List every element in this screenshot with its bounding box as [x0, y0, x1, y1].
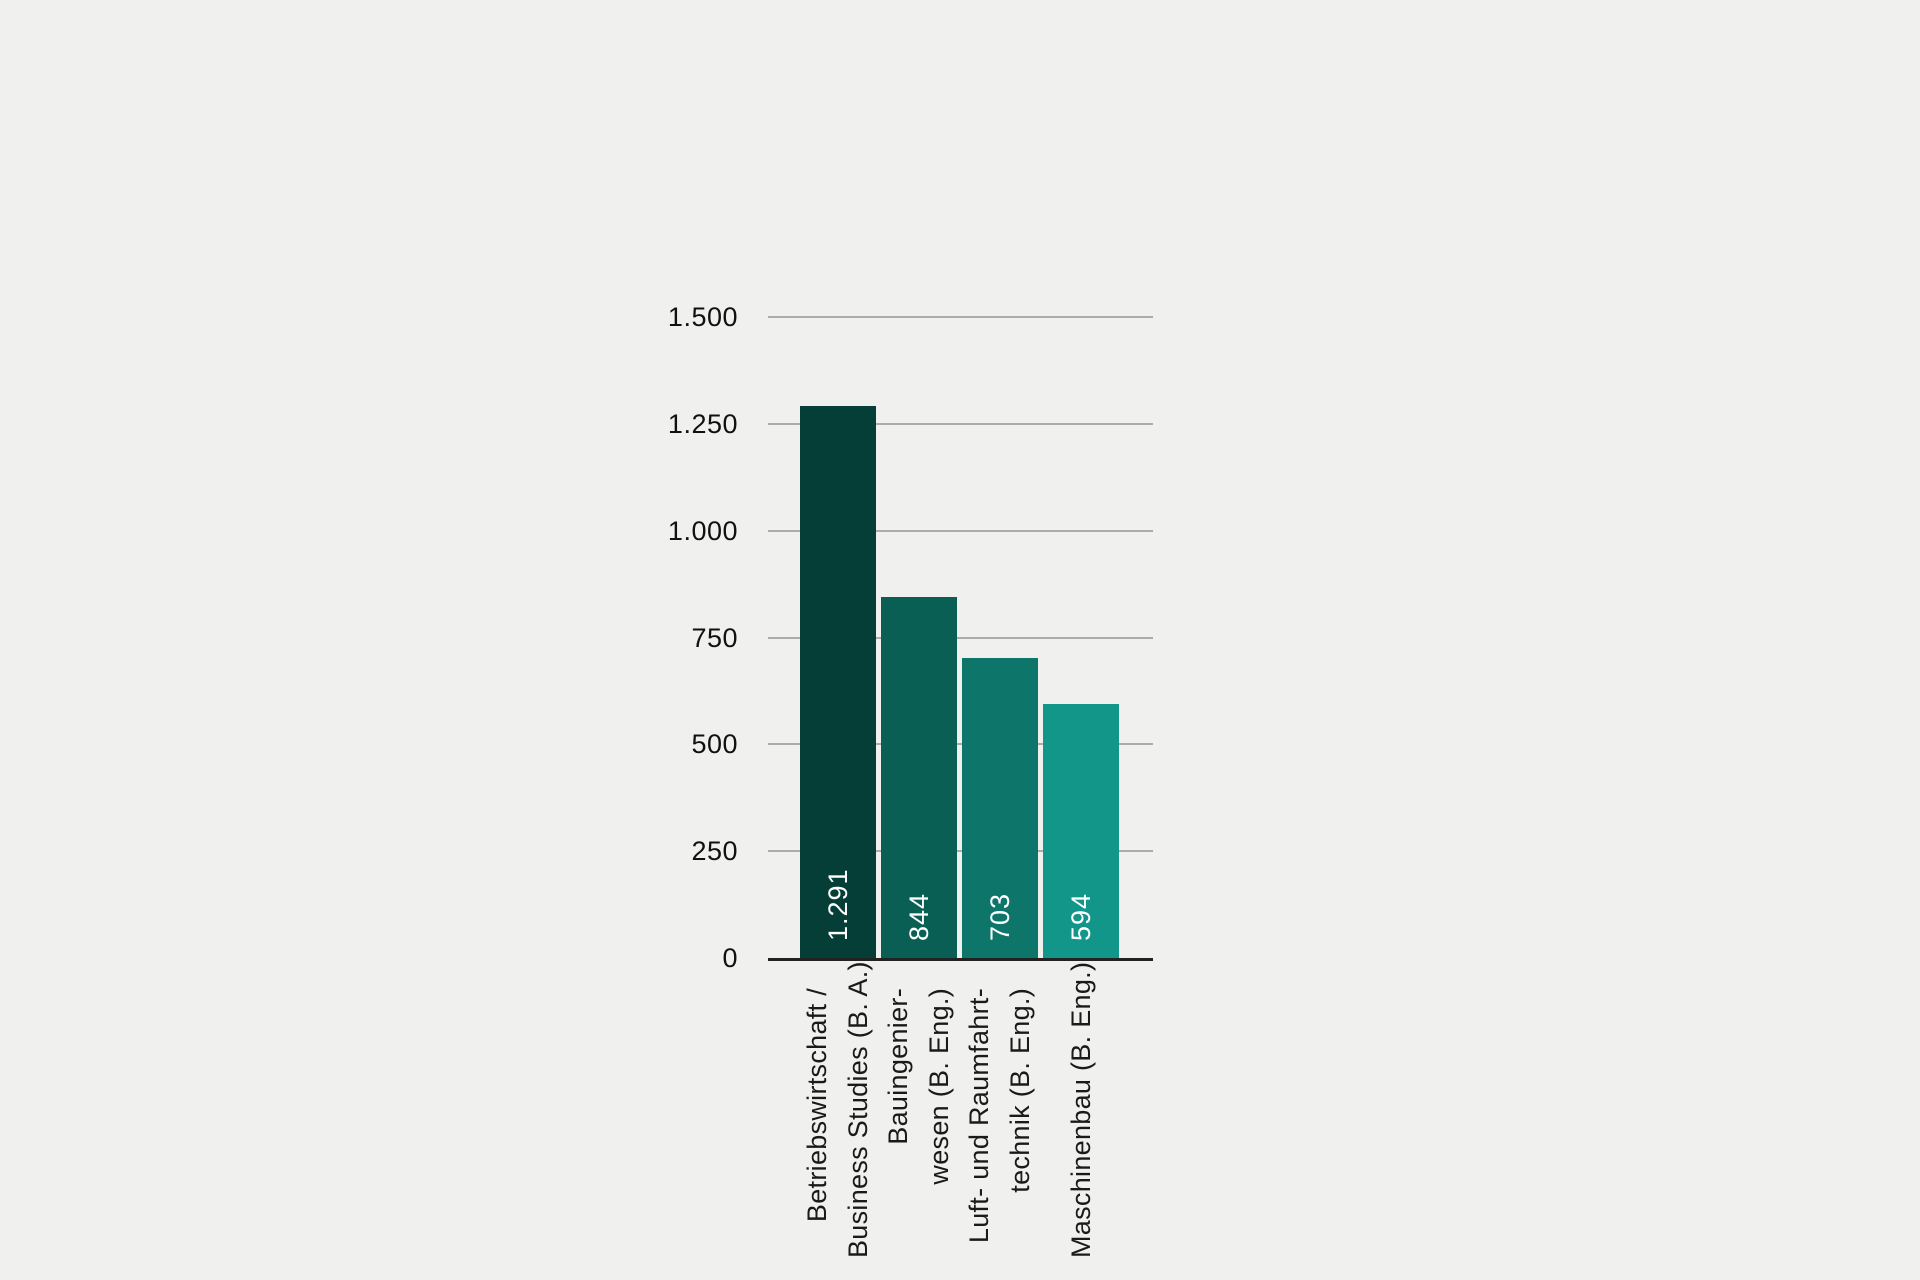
y-axis-tick-label: 250	[691, 836, 738, 867]
category-label-line: Bauingenier-	[883, 988, 913, 1145]
y-gridline	[768, 316, 1153, 319]
bar-2	[881, 597, 957, 958]
bar-1	[800, 406, 876, 958]
category-label-line: technik (B. Eng.)	[1005, 988, 1035, 1193]
category-label-line: Luft- und Raumfahrt-	[964, 988, 994, 1244]
bar-value-label: 844	[904, 892, 934, 941]
y-gridline	[768, 529, 1153, 532]
x-axis-category-label: Betriebswirtschaft / Business Studies (B.…	[797, 961, 879, 1258]
y-axis-tick-label: 750	[691, 622, 738, 653]
y-gridline	[768, 743, 1153, 746]
y-axis-tick-label: 1.000	[667, 515, 738, 546]
x-axis-category-label: Maschinenbau (B. Eng.)	[1061, 961, 1102, 1258]
bar-value-label: 703	[985, 892, 1015, 941]
bar-3	[962, 658, 1038, 958]
y-gridline	[768, 850, 1153, 853]
x-axis-category-label: Bauingenier-wesen (B. Eng.)	[878, 988, 960, 1258]
x-axis-line	[768, 958, 1153, 961]
y-axis-tick-label: 500	[691, 729, 738, 760]
category-label-line: Betriebswirtschaft /	[802, 988, 832, 1223]
x-axis-category-label: Luft- und Raumfahrt-technik (B. Eng.)	[959, 988, 1041, 1258]
category-label-line: wesen (B. Eng.)	[924, 988, 954, 1185]
category-label-line: Business Studies (B. A.)	[843, 961, 873, 1258]
y-gridline	[768, 636, 1153, 639]
y-gridline	[768, 423, 1153, 425]
bar-value-label: 1.291	[823, 868, 853, 941]
y-axis-tick-label: 1.500	[667, 302, 738, 333]
y-axis-tick-label: 0	[722, 943, 738, 973]
bar-4	[1043, 704, 1119, 958]
y-axis-tick-label: 1.250	[667, 409, 738, 439]
category-label-line: Maschinenbau (B. Eng.)	[1065, 961, 1096, 1258]
bar-value-label: 594	[1066, 892, 1096, 941]
